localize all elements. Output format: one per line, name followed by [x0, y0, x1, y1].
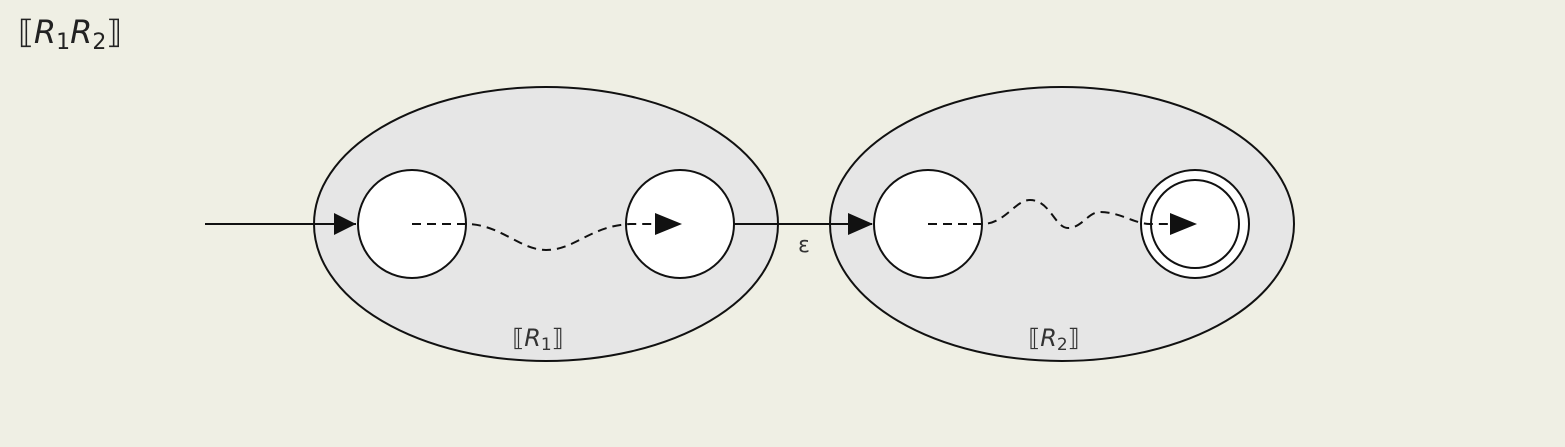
title-close-bracket: ⟧: [106, 13, 123, 51]
machine-r2-label: ⟦R2⟧: [1028, 324, 1079, 355]
machine-r2-label-var: R: [1040, 324, 1057, 352]
title-sub-r2: 2: [92, 30, 107, 55]
title-var-r2: R: [70, 13, 93, 51]
machine-r1-label-close: ⟧: [552, 324, 564, 352]
machine-r1-label-sub: 1: [541, 335, 552, 355]
machine-r2-label-open: ⟦: [1028, 324, 1040, 352]
epsilon-transition-head: [848, 213, 873, 235]
r1-internal-path: [412, 223, 660, 252]
machine-r2-label-close: ⟧: [1068, 324, 1080, 352]
r2-internal-path: [928, 198, 1175, 230]
title-open-bracket: ⟦: [18, 13, 34, 51]
start-arrow-head: [334, 213, 356, 235]
title-sub-r1: 1: [56, 30, 71, 55]
machine-r1-label: ⟦R1⟧: [512, 324, 563, 355]
r2-internal-arrow-head: [1170, 213, 1197, 235]
machine-r1-label-var: R: [524, 324, 541, 352]
machine-r2-label-sub: 2: [1057, 335, 1068, 355]
machine-r1-label-open: ⟦: [512, 324, 524, 352]
title-var-r1: R: [33, 13, 57, 51]
r1-internal-arrow-head: [655, 213, 682, 235]
page-title: ⟦R1R2⟧: [18, 12, 122, 63]
epsilon-label: ε: [798, 233, 810, 258]
